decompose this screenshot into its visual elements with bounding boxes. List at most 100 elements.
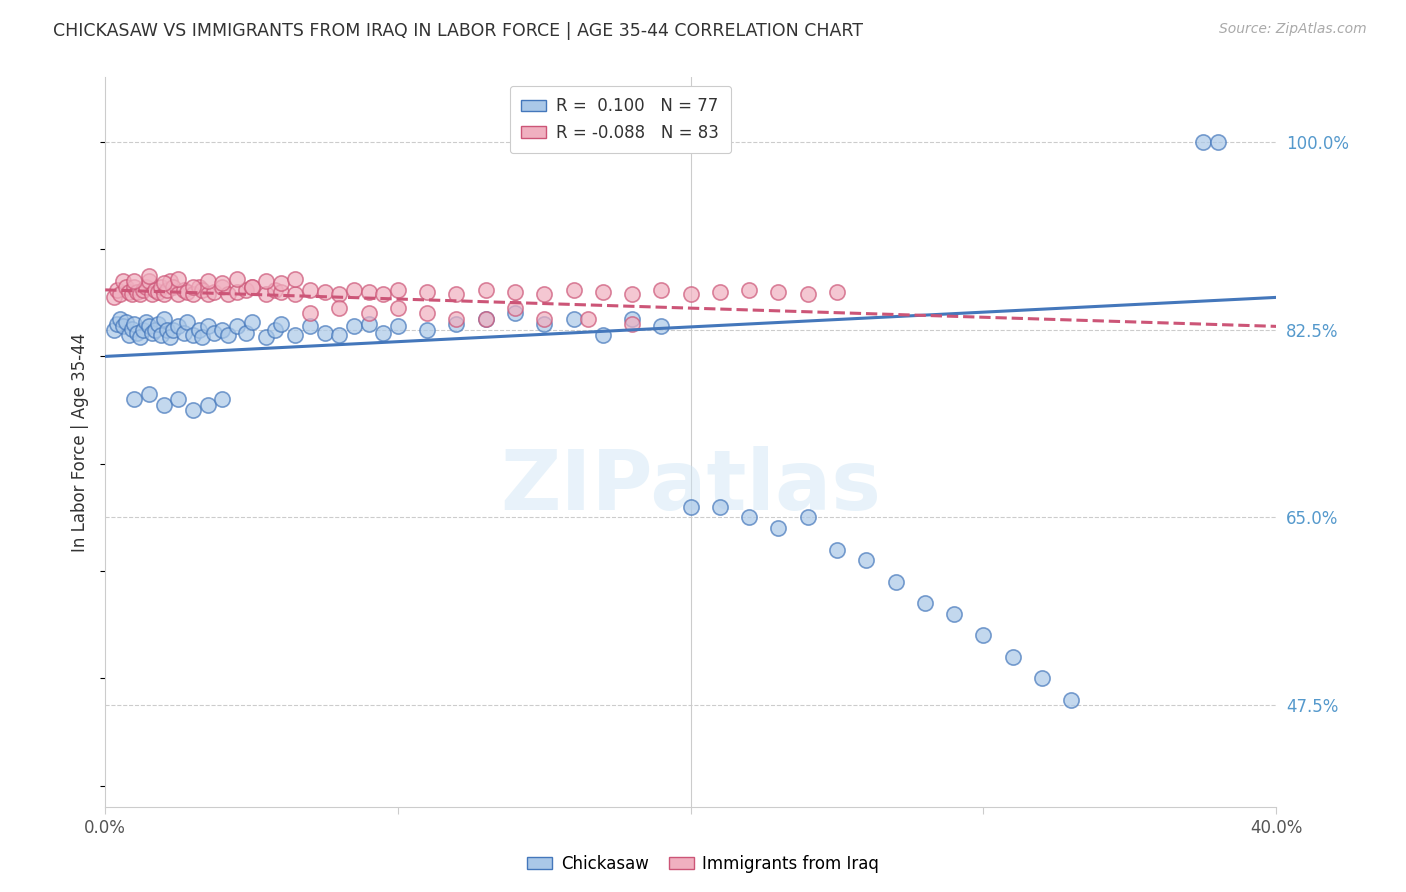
Point [191,283,214,297]
Point [132,322,155,336]
Point [562,311,585,326]
Point [679,287,702,301]
Point [503,306,526,320]
Point [768,521,790,535]
Point [103,322,125,336]
Point [226,319,249,334]
Point [143,283,166,297]
Point [387,319,409,334]
Point [533,287,555,301]
Point [592,285,614,299]
Point [197,398,219,412]
Point [679,500,702,514]
Point [474,311,496,326]
Point [1060,692,1083,706]
Point [176,315,198,329]
Point [156,322,179,336]
Y-axis label: In Labor Force | Age 35-44: In Labor Force | Age 35-44 [72,333,89,552]
Point [357,285,380,299]
Point [138,274,160,288]
Point [124,392,146,407]
Point [299,319,322,334]
Point [173,326,195,340]
Point [884,574,907,589]
Point [240,279,263,293]
Point [387,301,409,315]
Point [135,315,157,329]
Point [121,287,143,301]
Point [533,311,555,326]
Point [191,330,214,344]
Point [181,279,204,293]
Point [1031,671,1053,685]
Point [373,326,395,340]
Point [503,285,526,299]
Point [181,328,204,343]
Point [162,322,184,336]
Point [709,500,731,514]
Point [202,285,225,299]
Point [181,287,204,301]
Point [284,272,307,286]
Point [135,279,157,293]
Point [111,319,134,334]
Point [105,317,128,331]
Point [235,326,257,340]
Point [117,285,139,299]
Point [124,317,146,331]
Point [416,285,439,299]
Point [124,279,146,293]
Point [768,285,790,299]
Point [943,607,966,621]
Point [562,283,585,297]
Point [621,311,644,326]
Point [117,328,139,343]
Point [146,317,169,331]
Point [474,311,496,326]
Point [152,277,174,291]
Point [387,283,409,297]
Point [1001,649,1024,664]
Point [314,285,336,299]
Point [972,628,994,642]
Point [149,279,172,293]
Point [914,596,936,610]
Point [416,322,439,336]
Point [235,283,257,297]
Point [108,287,131,301]
Point [299,306,322,320]
Point [197,274,219,288]
Point [284,328,307,343]
Point [264,322,287,336]
Point [621,317,644,331]
Point [254,274,277,288]
Point [446,311,468,326]
Legend: R =  0.100   N = 77, R = -0.088   N = 83: R = 0.100 N = 77, R = -0.088 N = 83 [510,86,731,153]
Point [446,287,468,301]
Point [167,272,190,286]
Point [114,315,136,329]
Point [211,392,233,407]
Point [187,279,209,293]
Point [211,322,233,336]
Point [474,283,496,297]
Point [270,317,292,331]
Point [357,317,380,331]
Point [127,285,149,299]
Point [855,553,877,567]
Point [103,290,125,304]
Point [132,283,155,297]
Point [240,315,263,329]
Point [650,283,672,297]
Point [167,319,190,334]
Point [226,272,249,286]
Point [796,287,818,301]
Point [167,392,190,407]
Point [343,319,366,334]
Point [796,510,818,524]
Point [357,306,380,320]
Point [503,301,526,315]
Point [176,285,198,299]
Point [211,279,233,293]
Point [197,319,219,334]
